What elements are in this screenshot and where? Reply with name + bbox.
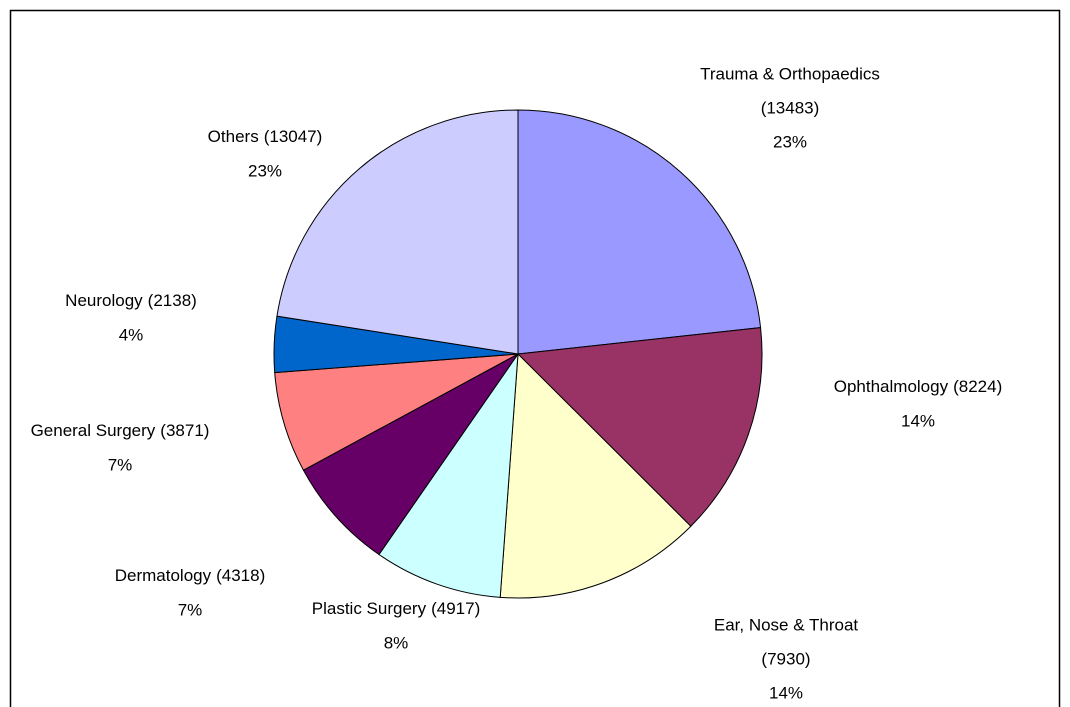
pie-slice [302,353,519,556]
slice-name: Neurology [65,291,143,310]
slice-name: Dermatology [115,566,212,585]
slice-value: (4318) [216,566,265,585]
slice-label: Dermatology (4318) [115,566,266,585]
slice-name: Others [208,127,259,146]
slice-label: Plastic Surgery (4917) [312,599,480,618]
slice-percent: 23% [773,132,807,151]
slice-name: General Surgery [31,421,156,440]
pie-slice [516,327,763,527]
slice-label: Others (13047) [208,127,323,146]
slice-value: (13047) [264,127,323,146]
pie-slice [276,109,519,355]
slice-percent: 7% [178,600,203,619]
slice-name: Ophthalmology [834,377,949,396]
pie-slice [378,352,519,598]
slice-percent: 8% [384,633,409,652]
slice-value: (13483) [761,98,820,117]
slice-percent: 14% [769,683,803,702]
slice-label: General Surgery (3871) [31,421,210,440]
slice-value: (8224) [953,377,1002,396]
pie-slice [499,352,692,599]
slice-label: Ophthalmology (8224) [834,377,1002,396]
slice-percent: 7% [108,455,133,474]
slice-label: Neurology (2138) [65,291,197,310]
slice-value: (7930) [761,649,810,668]
slice-percent: 4% [119,325,144,344]
slice-label: Trauma & Orthopaedics [700,64,880,83]
slice-value: (3871) [160,421,209,440]
slice-percent: 14% [901,411,935,430]
slice-value: (2138) [148,291,197,310]
pie-slice [517,109,762,355]
slice-value: (4917) [431,599,480,618]
slice-percent: 23% [248,161,282,180]
slice-name: Plastic Surgery [312,599,427,618]
slice-label: Ear, Nose & Throat [714,615,859,634]
